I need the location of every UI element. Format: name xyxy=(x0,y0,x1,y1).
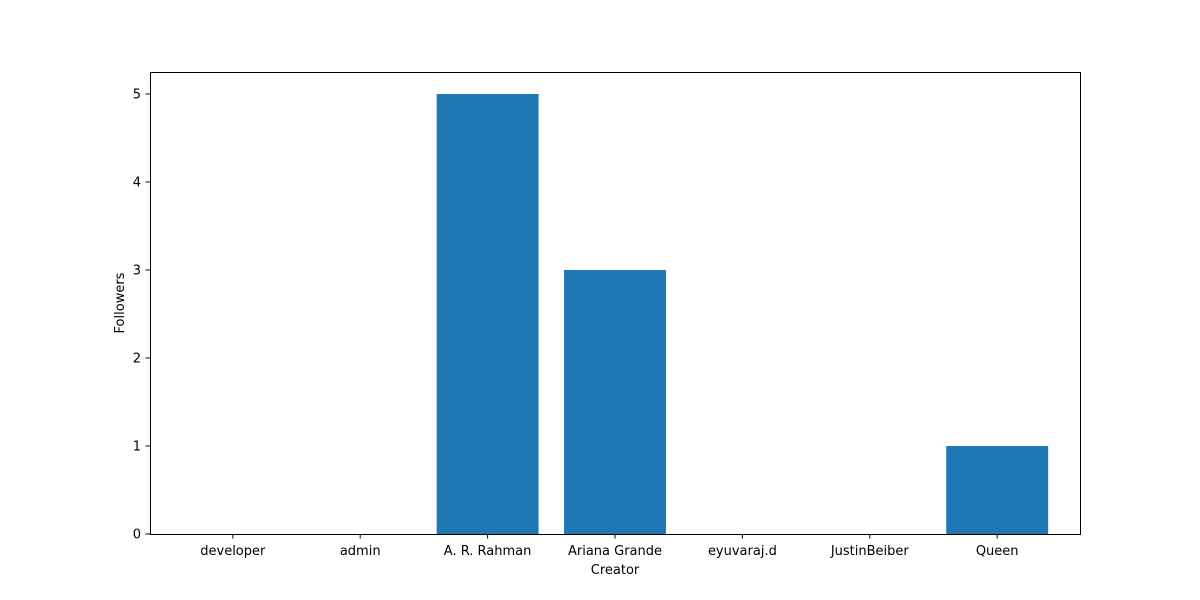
y-tick-label-5: 5 xyxy=(133,88,141,103)
plot-area-frame xyxy=(150,72,1081,535)
x-tick-label-3: Ariana Grande xyxy=(568,544,662,559)
x-tick-label-2: A. R. Rahman xyxy=(444,544,532,559)
bar-2 xyxy=(436,94,539,534)
x-tick-label-5: JustinBeiber xyxy=(830,544,910,559)
x-tick-label-4: eyuvaraj.d xyxy=(708,544,777,559)
bar-6 xyxy=(946,446,1049,534)
y-axis-label: Followers xyxy=(113,272,128,333)
x-axis-ticks: developer admin A. R. Rahman Ariana Grande e… xyxy=(200,534,1019,559)
x-tick-label-6: Queen xyxy=(976,544,1019,559)
y-tick-label-0: 0 xyxy=(133,528,141,543)
bars-group xyxy=(436,94,1049,534)
x-axis-label: Creator xyxy=(591,563,640,578)
y-axis-ticks: 0 1 2 3 4 5 xyxy=(133,88,150,543)
x-tick-label-1: admin xyxy=(340,544,381,559)
bar-3 xyxy=(564,270,666,534)
y-tick-label-1: 1 xyxy=(133,440,141,455)
y-tick-label-3: 3 xyxy=(133,264,141,279)
x-tick-label-0: developer xyxy=(200,544,266,559)
y-tick-label-2: 2 xyxy=(133,352,141,367)
y-tick-label-4: 4 xyxy=(133,176,141,191)
